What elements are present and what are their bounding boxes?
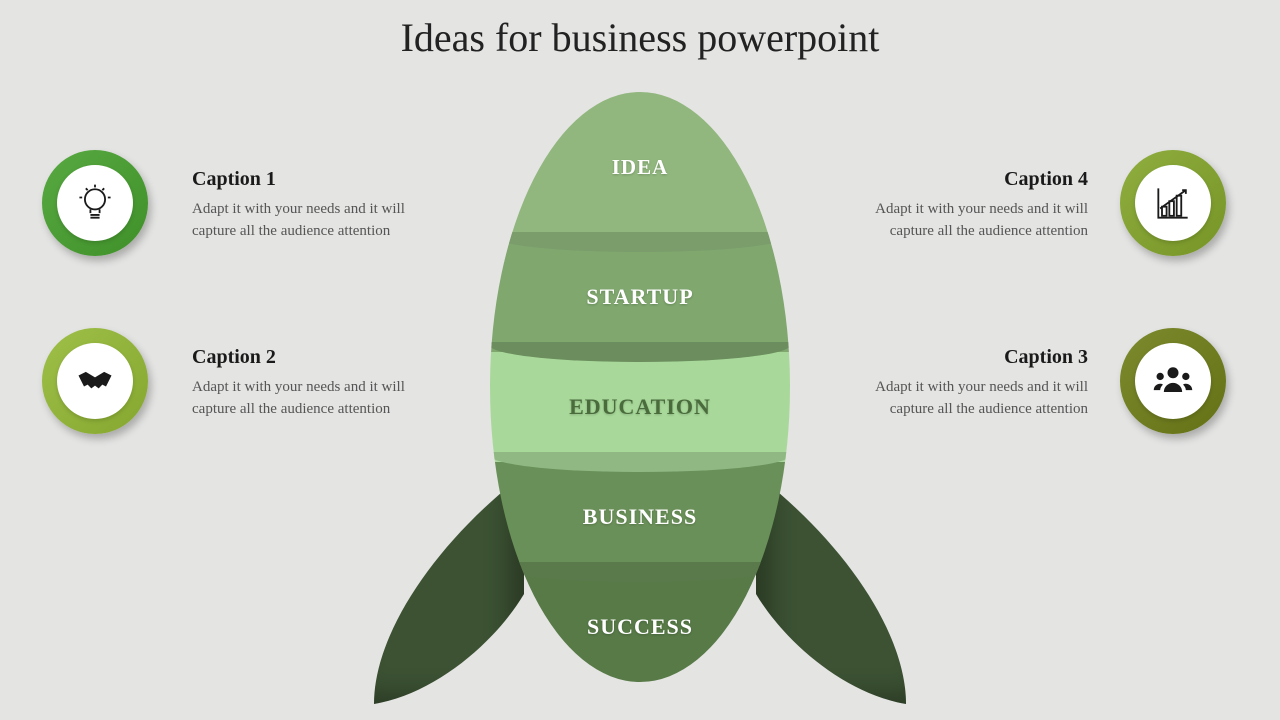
- caption-title: Caption 1: [192, 168, 452, 191]
- caption-badge-2: [42, 328, 148, 434]
- people-icon: [1135, 343, 1211, 419]
- handshake-icon: [57, 343, 133, 419]
- rocket-segment-label: STARTUP: [586, 284, 693, 310]
- caption-2: Caption 2 Adapt it with your needs and it…: [192, 346, 452, 421]
- rocket-segment-idea: IDEA: [490, 92, 790, 242]
- caption-4: Caption 4 Adapt it with your needs and it…: [828, 168, 1088, 243]
- caption-body: Adapt it with your needs and it will cap…: [192, 199, 452, 243]
- caption-title: Caption 3: [828, 346, 1088, 369]
- caption-body: Adapt it with your needs and it will cap…: [192, 377, 452, 421]
- caption-3: Caption 3 Adapt it with your needs and it…: [828, 346, 1088, 421]
- caption-title: Caption 2: [192, 346, 452, 369]
- caption-badge-3: [1120, 328, 1226, 434]
- caption-body: Adapt it with your needs and it will cap…: [828, 377, 1088, 421]
- rocket-segment-label: IDEA: [612, 155, 669, 180]
- page-title: Ideas for business powerpoint: [0, 0, 1280, 61]
- rocket-diagram: IDEA STARTUP EDUCATION BUSINESS SUCCESS: [470, 92, 810, 712]
- rocket-segment-education: EDUCATION: [490, 352, 790, 462]
- caption-body: Adapt it with your needs and it will cap…: [828, 199, 1088, 243]
- caption-badge-1: [42, 150, 148, 256]
- rocket-segment-label: EDUCATION: [569, 394, 711, 420]
- rocket-fin-left: [374, 474, 524, 704]
- lightbulb-icon: [57, 165, 133, 241]
- rocket-segment-success: SUCCESS: [490, 572, 790, 682]
- caption-title: Caption 4: [828, 168, 1088, 191]
- rocket-segment-label: BUSINESS: [583, 504, 697, 530]
- rocket-segment-startup: STARTUP: [490, 242, 790, 352]
- caption-badge-4: [1120, 150, 1226, 256]
- rocket-body: IDEA STARTUP EDUCATION BUSINESS SUCCESS: [490, 92, 790, 682]
- barchart-icon: [1135, 165, 1211, 241]
- caption-1: Caption 1 Adapt it with your needs and it…: [192, 168, 452, 243]
- rocket-fin-right: [756, 474, 906, 704]
- rocket-segment-label: SUCCESS: [587, 614, 693, 640]
- rocket-segment-business: BUSINESS: [490, 462, 790, 572]
